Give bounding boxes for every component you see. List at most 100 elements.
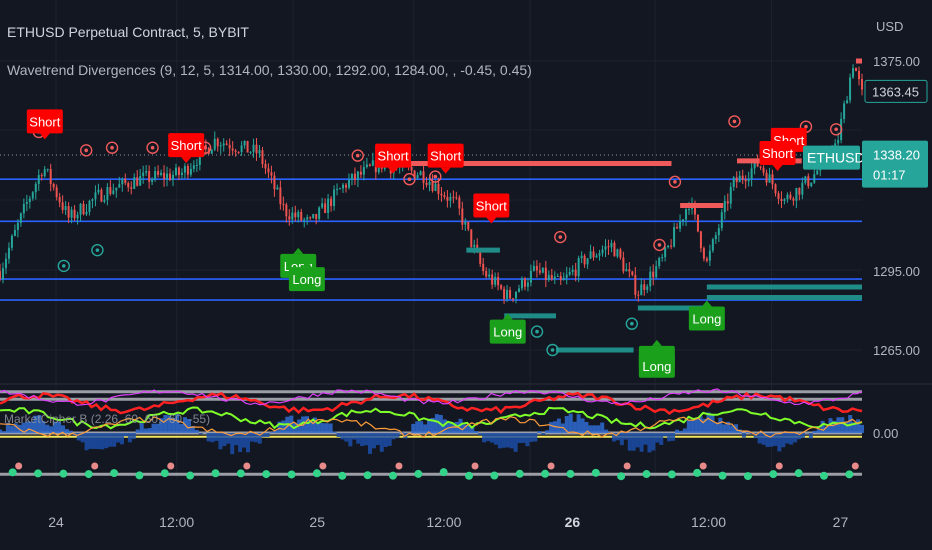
indicator-legend[interactable]: Wavetrend Divergences (9, 12, 5, 1314.00…: [7, 62, 532, 78]
wavetrend-dot: [625, 317, 639, 330]
oscillator-wave-bar: [245, 433, 250, 453]
price-tick-label[interactable]: 1295.00: [873, 264, 920, 279]
candle-body: [574, 269, 577, 277]
oscillator-wave-bar: [659, 433, 664, 445]
time-axis[interactable]: 24 12:00 25 12:00 26 12:00 27: [48, 514, 848, 530]
candle-body: [685, 209, 688, 220]
candle-body: [321, 203, 324, 208]
oscillator-wave-bar: [493, 433, 498, 445]
time-tick-label[interactable]: 25: [309, 514, 325, 530]
wavetrend-dot: [530, 325, 544, 338]
candle-body: [479, 251, 482, 264]
oscillator-buy-dot: [693, 468, 702, 477]
candle-body: [780, 198, 783, 201]
oscillator-wave-bar: [222, 433, 227, 447]
time-tick-label[interactable]: 26: [565, 514, 581, 530]
candle-body: [565, 274, 568, 278]
candle-body: [431, 182, 434, 191]
candle-body: [97, 189, 100, 193]
oscillator-wave-bar: [324, 423, 329, 433]
candle-body: [667, 245, 670, 248]
oscillator-wave-bar: [860, 424, 864, 433]
candle-body: [324, 203, 327, 214]
oscillator-wave-bar: [273, 430, 278, 433]
last-price-box[interactable]: [862, 140, 928, 188]
candle-body: [538, 270, 541, 273]
oscillator-tick-label[interactable]: 0.00: [873, 426, 898, 441]
candle-body: [0, 271, 1, 280]
signal-pointer: [293, 247, 304, 254]
last-price-label[interactable]: 1338.20: [873, 148, 920, 163]
oscillator-wave-bar: [533, 433, 538, 442]
wavetrend-dot-center: [630, 321, 634, 326]
time-tick-label[interactable]: 27: [833, 514, 849, 530]
oscillator-pane: [0, 388, 864, 481]
time-tick-label[interactable]: 12:00: [691, 514, 726, 530]
candle-body: [261, 150, 264, 165]
candle-body: [327, 198, 330, 214]
oscillator-buy-dot: [769, 470, 778, 479]
oscillator-wave-bar: [100, 433, 105, 450]
signal-label: Long: [642, 359, 671, 374]
wavetrend-dot-ring: [105, 141, 119, 154]
oscillator-wave-bar: [41, 421, 46, 433]
wavetrend-dot-ring: [79, 144, 93, 157]
oscillator-buy-dot: [59, 469, 68, 478]
oscillator-wave-bar: [57, 421, 62, 433]
candle-body: [547, 274, 550, 281]
candle-body: [628, 269, 631, 272]
time-tick-label[interactable]: 12:00: [159, 514, 194, 530]
candle-body: [732, 177, 735, 188]
oscillator-wave-bar: [741, 433, 746, 438]
symbol-tag-box[interactable]: [803, 145, 860, 170]
high-price-label[interactable]: 1363.45: [872, 84, 919, 99]
candle-body: [231, 148, 234, 151]
oscillator-wave-bar: [9, 425, 14, 433]
oscillator-wave-bar: [5, 422, 10, 433]
price-tick-label[interactable]: 1375.00: [873, 54, 920, 69]
candle-body: [843, 103, 846, 119]
oscillator-wave-bar: [556, 418, 561, 433]
oscillator-buy-dot: [541, 469, 550, 478]
candle-body: [25, 202, 28, 204]
oscillator-wave-bar: [261, 433, 266, 438]
candle-body: [577, 258, 580, 277]
countdown-label[interactable]: 01:17: [873, 168, 906, 183]
candle-body: [189, 168, 192, 175]
candle-body: [852, 68, 855, 78]
symbol-tag-label[interactable]: ETHUSD: [807, 150, 865, 166]
high-price-tag[interactable]: [864, 79, 928, 103]
oscillator-sell-dot: [167, 462, 175, 470]
candle-body: [359, 171, 362, 175]
price-axis[interactable]: USD 1375.00 1295.00 1265.00 0.00 1363.45 ETHUS…: [803, 19, 928, 441]
candle-body: [183, 166, 186, 173]
oscillator-wave-bar: [466, 425, 471, 433]
time-tick-label[interactable]: 12:00: [426, 514, 461, 530]
candle-body: [580, 255, 583, 259]
oscillator-wave-bar: [0, 429, 2, 433]
price-tick-label[interactable]: 1265.00: [873, 343, 920, 358]
oscillator-wave-bar: [92, 433, 97, 449]
sub-indicator-legend[interactable]: MarketCipher B (2.26, 60, 60, -60, -55): [4, 412, 211, 426]
signal-box: [489, 319, 526, 344]
candle-body: [711, 239, 714, 251]
candle-body: [849, 77, 852, 101]
candle-body: [452, 196, 455, 198]
wavetrend-dot: [546, 343, 559, 357]
oscillator-wave-bar: [797, 433, 802, 440]
oscillator-wave-bar: [604, 429, 609, 433]
time-tick-label[interactable]: 24: [48, 514, 64, 530]
oscillator-sell-dot: [395, 462, 403, 470]
oscillator-wave-bar: [497, 433, 502, 449]
oscillator-wave-bar: [415, 421, 420, 433]
candle-body: [270, 172, 273, 176]
oscillator-wave-bar: [218, 433, 223, 450]
candle-body: [252, 144, 255, 152]
price-axis-currency[interactable]: USD: [876, 19, 903, 34]
chart-title[interactable]: ETHUSD Perpetual Contract, 5, BYBIT: [7, 24, 249, 40]
candle-body: [318, 207, 321, 219]
wavetrend-dot-center: [95, 248, 100, 252]
candle-body: [249, 151, 252, 153]
oscillator-wave-bar: [513, 433, 518, 452]
